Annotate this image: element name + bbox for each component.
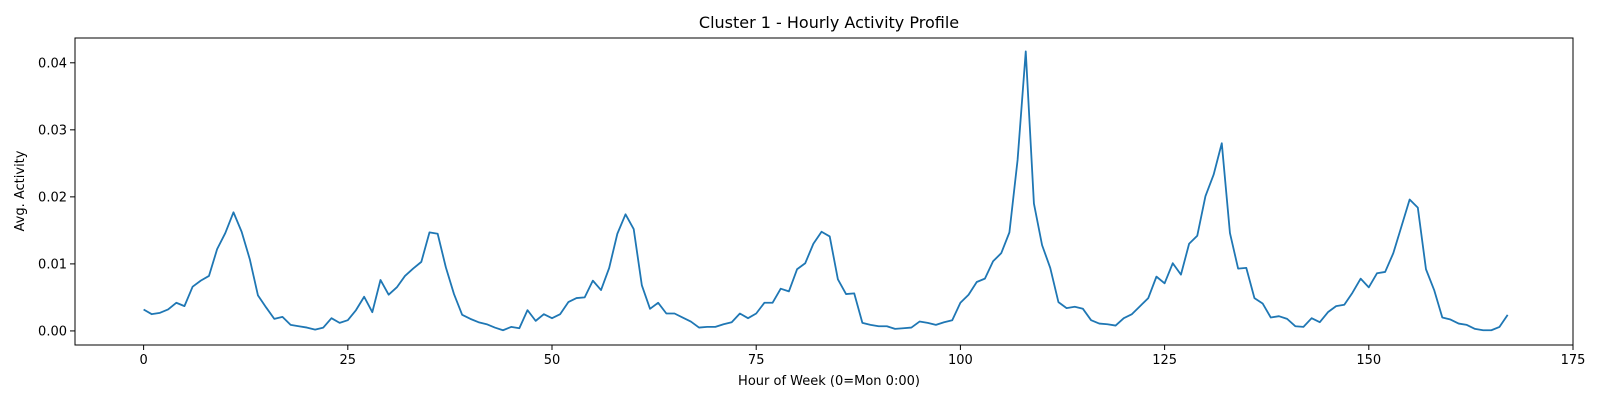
x-tick-label: 25 [340, 353, 357, 368]
x-tick-label: 75 [748, 353, 765, 368]
x-tick-label: 100 [948, 353, 973, 368]
chart-title: Cluster 1 - Hourly Activity Profile [699, 13, 959, 32]
x-axis-label: Hour of Week (0=Mon 0:00) [738, 374, 920, 389]
series-line [143, 50, 1509, 332]
x-tick-label: 0 [139, 353, 147, 368]
x-tick-label: 150 [1356, 353, 1381, 368]
x-tick-label: 125 [1152, 353, 1177, 368]
y-tick-label: 0.03 [38, 123, 67, 138]
x-tick-label: 175 [1561, 353, 1586, 368]
y-axis-label: Avg. Activity [13, 150, 28, 231]
y-tick-label: 0.01 [38, 257, 67, 272]
y-tick-label: 0.04 [38, 56, 67, 71]
plot-frame [74, 37, 1574, 346]
y-tick-label: 0.00 [38, 324, 67, 339]
x-axis: 0 25 50 75 100 125 150 175 [139, 345, 1585, 368]
x-tick-label: 50 [544, 353, 561, 368]
y-tick-label: 0.02 [38, 190, 67, 205]
y-axis: 0.00 0.01 0.02 0.03 0.04 [38, 56, 75, 339]
